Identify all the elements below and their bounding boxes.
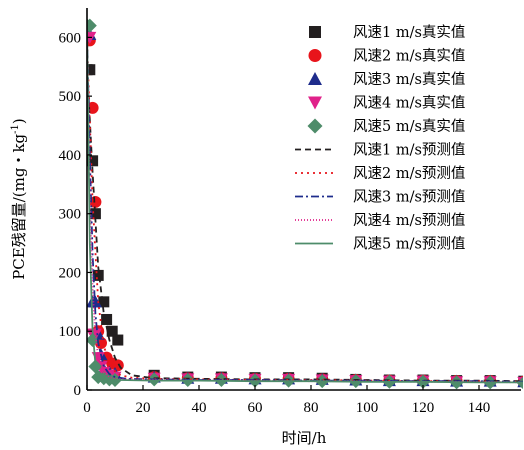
legend-label: 风速5 m/s真实值	[353, 117, 465, 135]
legend-item: 风速1 m/s真实值	[309, 23, 465, 41]
y-tick-label: 200	[59, 265, 82, 281]
legend-item: 风速5 m/s真实值	[307, 117, 465, 135]
legend-item: 风速4 m/s预测值	[295, 212, 465, 229]
series-layer	[87, 18, 523, 390]
data-point	[89, 195, 102, 208]
x-axis-title: 时间/h	[282, 429, 327, 447]
legend-marker	[309, 26, 321, 38]
axes-layer	[86, 8, 521, 391]
legend-marker	[308, 96, 322, 110]
data-point	[112, 334, 124, 346]
y-axis-title-exponent: -1	[10, 124, 21, 134]
legend-label: 风速2 m/s真实值	[353, 47, 465, 65]
series-line	[87, 37, 523, 383]
y-axis-title: PCE残留量/(mg・kg-1)	[10, 118, 28, 280]
legend-item: 风速3 m/s预测值	[295, 189, 465, 206]
data-point	[87, 64, 96, 76]
legend-label: 风速1 m/s预测值	[353, 142, 465, 159]
legend-label: 风速4 m/s真实值	[353, 94, 465, 112]
data-point	[101, 313, 113, 325]
x-tick-label: 120	[412, 400, 435, 416]
x-tick-label: 20	[136, 400, 151, 416]
data-point	[98, 296, 110, 308]
series-10	[87, 25, 523, 384]
y-axis-title-close: )	[10, 118, 28, 124]
x-tick-label: 40	[192, 400, 207, 416]
x-tick-label: 100	[356, 400, 379, 416]
data-point	[111, 359, 124, 372]
legend-label: 风速3 m/s真实值	[353, 70, 465, 88]
series-line	[87, 25, 523, 384]
y-tick-label: 300	[59, 207, 82, 223]
y-tick-label: 600	[59, 30, 82, 46]
series-line	[87, 37, 523, 384]
x-tick-label: 80	[304, 400, 319, 416]
series-8	[87, 34, 523, 383]
legend-item: 风速5 m/s预测值	[295, 236, 465, 253]
legend-label: 风速1 m/s真实值	[353, 23, 465, 41]
x-tick-label: 60	[248, 400, 263, 416]
legend-label: 风速3 m/s预测值	[353, 189, 465, 206]
series-9	[87, 37, 523, 384]
legend-item: 风速4 m/s真实值	[308, 94, 465, 112]
legend-item: 风速2 m/s预测值	[295, 165, 465, 182]
data-point	[106, 325, 118, 337]
y-tick-label: 500	[59, 89, 82, 105]
legend-item: 风速1 m/s预测值	[295, 142, 465, 159]
legend-marker	[308, 72, 322, 85]
data-point	[89, 208, 101, 220]
y-axis-title-base: PCE残留量/(mg・kg	[10, 133, 28, 279]
y-tick-label: 400	[59, 148, 82, 164]
y-tick-label: 100	[59, 324, 82, 340]
legend-marker	[307, 118, 323, 134]
x-tick-label: 140	[468, 400, 491, 416]
legend-marker	[308, 49, 322, 62]
legend-item: 风速3 m/s真实值	[308, 70, 465, 88]
data-point	[87, 18, 97, 33]
y-tick-label: 0	[74, 383, 82, 399]
legend-label: 风速2 m/s预测值	[353, 165, 465, 182]
ticks-layer: 0 20 40 60 80 100 120 140 0 100 200 300 400 500 600	[59, 30, 491, 416]
series-7	[87, 37, 523, 383]
legend-label: 风速5 m/s预测值	[353, 236, 465, 253]
x-tick-label: 0	[83, 400, 91, 416]
series-line	[87, 34, 523, 383]
legend-label: 风速4 m/s预测值	[353, 212, 465, 229]
data-point	[92, 269, 104, 281]
legend-item: 风速2 m/s真实值	[308, 47, 465, 65]
